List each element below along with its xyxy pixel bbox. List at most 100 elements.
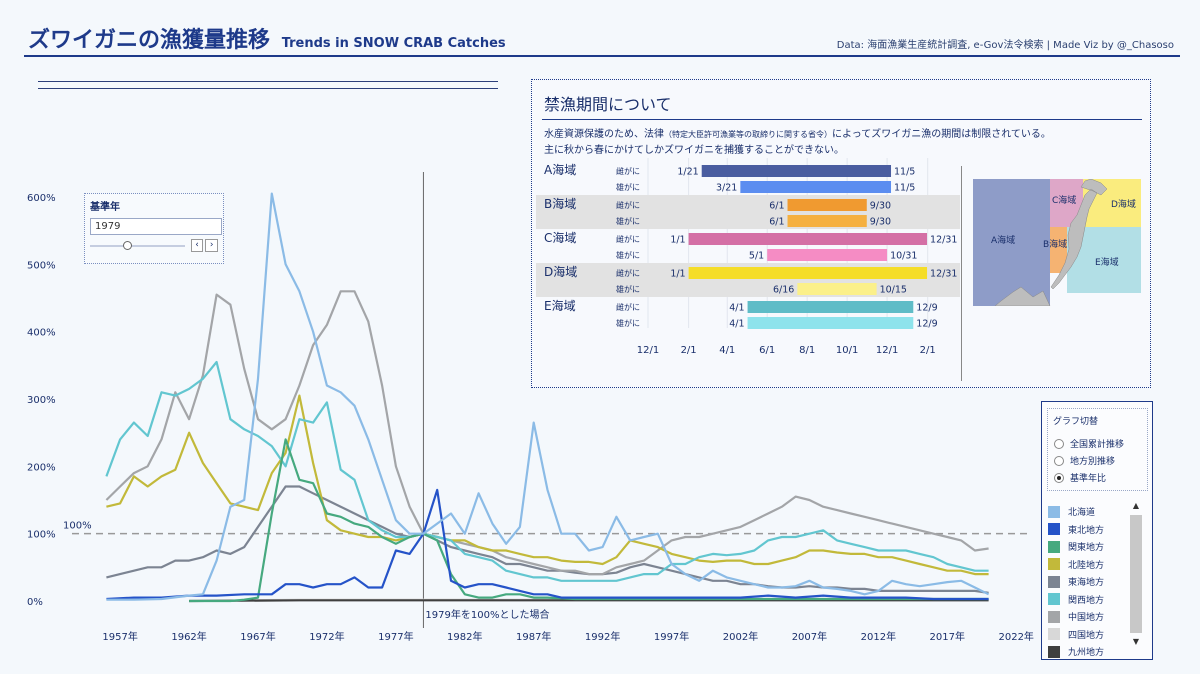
x-tick-label: 1972年: [309, 630, 344, 643]
season-area-name: B海域: [544, 196, 576, 211]
radio-base-year[interactable]: [1054, 472, 1064, 483]
ban-desc-line2: 主に秋から春にかけてしかズワイガニを捕獲することができない。: [544, 145, 844, 156]
legend-swatch: [1048, 628, 1060, 641]
season-month-tick: 2/1: [681, 345, 697, 356]
legend-label: 九州地方: [1068, 648, 1105, 659]
radio-option-national[interactable]: 全国累計推移: [1054, 437, 1124, 450]
season-end-label: 9/30: [870, 201, 891, 212]
legend-item[interactable]: 中国地方: [1048, 608, 1130, 626]
legend-label: 北海道: [1068, 508, 1096, 519]
season-end-label: 12/9: [916, 303, 937, 314]
season-start-label: 5/1: [749, 251, 764, 262]
season-month-tick: 8/1: [799, 345, 815, 356]
season-area-name: C海域: [544, 230, 576, 245]
fishing-ban-panel: 禁漁期間について 水産資源保護のため、法律（特定大臣許可漁業等の取締りに関する省…: [531, 79, 1151, 388]
legend-swatch: [1048, 558, 1060, 571]
map-label-d: D海域: [1111, 198, 1136, 210]
map-label-c: C海域: [1052, 194, 1076, 206]
header-divider: [24, 55, 1180, 57]
base-year-input[interactable]: 1979: [90, 218, 222, 235]
series-line-6: [105, 290, 989, 576]
base-year-slider[interactable]: [90, 240, 185, 250]
season-area-name: E海域: [544, 298, 576, 313]
season-month-tick: 10/1: [836, 345, 858, 356]
legend-item[interactable]: 北海道: [1048, 503, 1130, 521]
season-month-tick: 12/1: [637, 345, 659, 356]
scroll-thumb[interactable]: [1130, 515, 1142, 633]
main-line-chart: 0% 100% 200% 300% 400% 500% 600% 1957年 1962年 1967…: [27, 172, 1034, 643]
map-label-a: A海域: [991, 234, 1015, 246]
season-month-tick: 6/1: [759, 345, 775, 356]
legend-item[interactable]: 関東地方: [1048, 538, 1130, 556]
season-month-tick: 4/1: [719, 345, 735, 356]
radio-regional[interactable]: [1054, 455, 1064, 466]
season-start-label: 6/16: [773, 285, 794, 296]
season-start-label: 6/1: [769, 217, 784, 228]
base-year-slider-thumb[interactable]: [123, 240, 132, 250]
legend-label: 中国地方: [1068, 613, 1105, 624]
season-bar: [787, 199, 867, 211]
legend-label: 北陸地方: [1068, 560, 1105, 571]
chart-switch-title: グラフ切替: [1053, 417, 1099, 427]
x-tick-label: 1982年: [447, 630, 482, 643]
legend-swatch: [1048, 610, 1060, 623]
legend-item[interactable]: 九州地方: [1048, 643, 1130, 661]
radio-national[interactable]: [1054, 438, 1064, 449]
x-tick-label: 2022年: [998, 630, 1033, 643]
legend-label: 東北地方: [1068, 525, 1105, 536]
season-area-name: D海域: [544, 264, 577, 279]
series-line-1: [106, 488, 989, 601]
base-year-line-label: 1979年を100%とした場合: [425, 608, 549, 621]
legend-item[interactable]: 北陸地方: [1048, 556, 1130, 574]
legend-item[interactable]: 関西地方: [1048, 591, 1130, 609]
y-tick-label: 600%: [27, 193, 56, 204]
season-bar: [740, 181, 892, 193]
season-sex-label: 雄がに: [616, 182, 640, 192]
sea-area-map: A海域 C海域 D海域 B海域 E海域: [973, 179, 1141, 306]
season-bar: [701, 165, 892, 177]
season-bar: [747, 301, 914, 313]
x-tick-label: 1997年: [654, 630, 689, 643]
decorative-line-2: [38, 88, 498, 89]
radio-option-regional[interactable]: 地方別推移: [1054, 454, 1115, 467]
season-start-label: 6/1: [769, 201, 784, 212]
season-end-label: 10/15: [880, 285, 907, 296]
base-year-next-button[interactable]: ›: [205, 239, 219, 252]
legend-swatch: [1048, 645, 1060, 658]
legend-label: 関東地方: [1068, 543, 1105, 554]
season-bar: [747, 317, 914, 329]
season-row-band: [536, 195, 960, 229]
season-end-label: 11/5: [894, 167, 915, 178]
x-tick-label: 2007年: [792, 630, 827, 643]
season-area-name: A海域: [544, 162, 576, 177]
legend-swatch: [1048, 505, 1060, 518]
x-tick-label: 1967年: [240, 630, 275, 643]
season-sex-label: 雄がに: [616, 250, 640, 260]
legend-swatch: [1048, 575, 1060, 588]
legend-item[interactable]: 東海地方: [1048, 573, 1130, 591]
legend-item[interactable]: 四国地方: [1048, 626, 1130, 644]
map-label-b: B海域: [1043, 238, 1067, 250]
legend-scrollbar[interactable]: ▲ ▼: [1129, 500, 1143, 656]
y-tick-label: 500%: [27, 260, 56, 271]
season-sex-label: 雌がに: [616, 234, 640, 244]
series-line-0: [106, 192, 990, 601]
legend-label: 関西地方: [1068, 595, 1105, 606]
region-legend: 北海道 東北地方 関東地方 北陸地方 東海地方 関西地方 中国地方 四国地方 九…: [1048, 503, 1130, 661]
season-sex-label: 雌がに: [616, 268, 640, 278]
radio-label-national: 全国累計推移: [1070, 440, 1125, 450]
season-bar: [688, 233, 928, 245]
scroll-down-icon[interactable]: ▼: [1132, 637, 1140, 646]
base-year-prev-button[interactable]: ‹: [190, 239, 204, 252]
legend-label: 東海地方: [1068, 578, 1105, 589]
season-start-label: 1/21: [677, 167, 698, 178]
base-year-label: 基準年: [90, 202, 120, 213]
x-tick-label: 1992年: [585, 630, 620, 643]
radio-option-base-year[interactable]: 基準年比: [1054, 471, 1106, 484]
base-year-control: 基準年 1979 ‹ ›: [84, 193, 224, 264]
legend-item[interactable]: 東北地方: [1048, 521, 1130, 539]
japan-land-shape: [994, 179, 1108, 306]
scroll-up-icon[interactable]: ▲: [1132, 501, 1140, 510]
series-line-8: [189, 599, 989, 603]
season-end-label: 12/31: [930, 269, 957, 280]
